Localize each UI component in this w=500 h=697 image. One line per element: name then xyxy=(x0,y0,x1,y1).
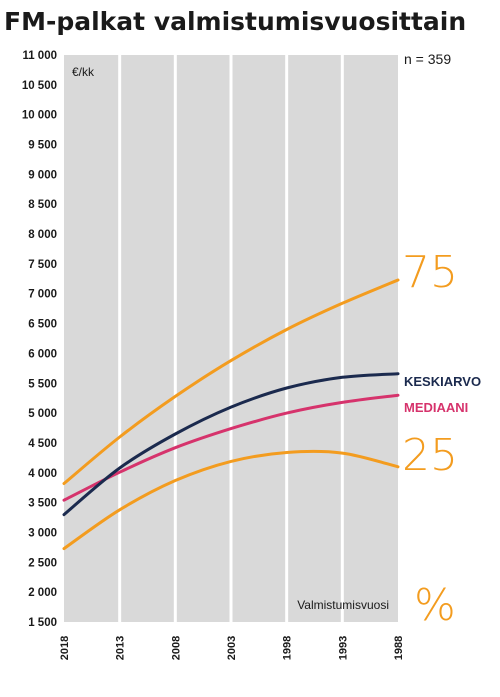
y-tick-label: 2 500 xyxy=(28,557,57,569)
series-label-keskiarvo: KESKIARVO xyxy=(404,374,481,389)
percentile-symbol: % xyxy=(414,580,456,631)
y-tick-label: 6 000 xyxy=(28,348,57,360)
y-tick-label: 4 000 xyxy=(28,468,57,480)
y-tick-label: 7 500 xyxy=(28,259,57,271)
y-tick-label: 5 000 xyxy=(28,408,57,420)
y-tick-label: 5 500 xyxy=(28,378,57,390)
series-line-keskiarvo xyxy=(62,372,400,517)
y-axis-ticks: 1 500 2 000 2 500 3 000 3 500 4 000 4 500 5 000… xyxy=(22,50,57,629)
series-label-mediaani: MEDIAANI xyxy=(404,400,468,415)
x-tick-label: 2018 xyxy=(59,636,71,660)
y-tick-label: 3 500 xyxy=(28,498,57,510)
sample-size-note: n = 359 xyxy=(404,51,451,67)
series-line-p75 xyxy=(62,278,400,485)
y-tick-label: 8 000 xyxy=(28,229,57,241)
y-tick-label: 8 500 xyxy=(28,199,57,211)
grid-lines xyxy=(118,55,344,622)
series-lines xyxy=(62,278,400,551)
series-line-mediaani xyxy=(62,393,400,502)
y-tick-label: 6 500 xyxy=(28,319,57,331)
y-tick-label: 2 000 xyxy=(28,587,57,599)
chart-title: FM-palkat valmistumisvuosittain xyxy=(4,7,466,36)
x-tick-label: 1988 xyxy=(393,636,405,660)
y-tick-label: 1 500 xyxy=(28,617,57,629)
y-tick-label: 11 000 xyxy=(22,50,57,62)
y-tick-label: 9 500 xyxy=(28,140,57,152)
y-tick-label: 10 500 xyxy=(22,80,57,92)
x-tick-label: 2008 xyxy=(170,636,182,660)
y-axis-label: €/kk xyxy=(72,65,95,79)
series-line-p25 xyxy=(62,449,400,551)
y-tick-label: 9 000 xyxy=(28,169,57,181)
series-label-p75: 75 xyxy=(402,247,458,298)
x-tick-label: 1993 xyxy=(337,636,349,660)
x-axis-label: Valmistumisvuosi xyxy=(297,598,389,612)
x-tick-label: 2003 xyxy=(226,636,238,660)
y-tick-label: 3 000 xyxy=(28,527,57,539)
x-axis-ticks: 2018 2013 2008 2003 1998 1993 1988 xyxy=(59,636,405,660)
x-tick-label: 1998 xyxy=(282,636,294,660)
series-label-p25: 25 xyxy=(402,430,458,481)
x-tick-label: 2013 xyxy=(115,636,127,660)
y-tick-label: 10 000 xyxy=(22,110,57,122)
y-tick-label: 4 500 xyxy=(28,438,57,450)
y-tick-label: 7 000 xyxy=(28,289,57,301)
